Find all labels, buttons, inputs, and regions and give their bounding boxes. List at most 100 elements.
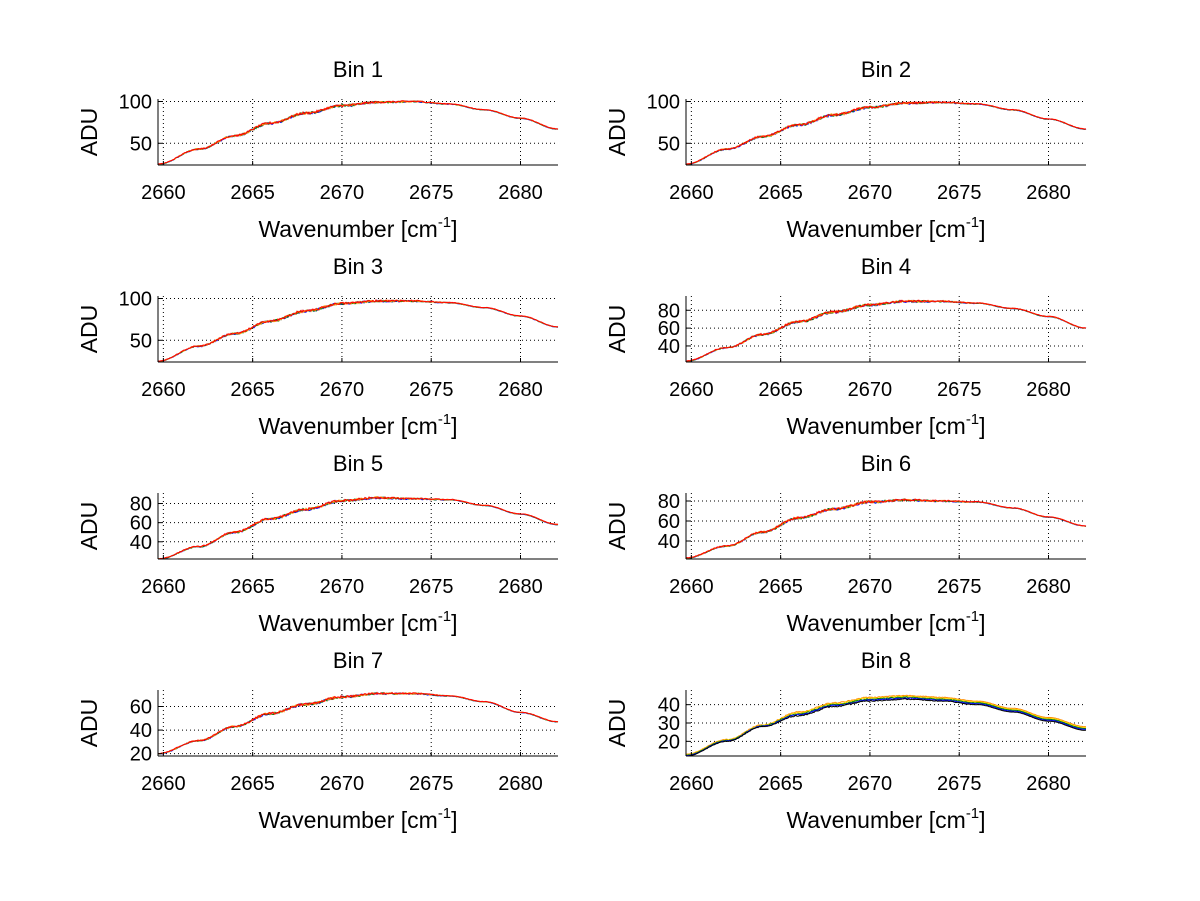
x-axis-label-main: Wavenumber [cm <box>258 216 437 242</box>
x-tick-label: 2680 <box>1026 379 1071 401</box>
series-line <box>685 697 1087 757</box>
y-axis-label: ADU <box>604 699 630 748</box>
x-tick-label: 2675 <box>937 576 982 598</box>
series-line <box>157 692 559 755</box>
y-axis-label: ADU <box>76 305 102 354</box>
series-line <box>157 100 559 165</box>
x-tick-label: 2665 <box>230 773 275 795</box>
x-tick-label: 2670 <box>320 576 365 598</box>
x-tick-label: 2660 <box>141 379 186 401</box>
x-axis-label-main: Wavenumber [cm <box>786 807 965 833</box>
x-tick-label: 2670 <box>848 182 893 204</box>
subplot-bin-1: Bin 1 2660 2665 2670 2675 2680 50 100 ADU Wavenum… <box>76 57 559 242</box>
series-line <box>685 498 1086 559</box>
x-tick-label: 2665 <box>230 576 275 598</box>
y-axis-label: ADU <box>604 108 630 157</box>
y-axis-label: ADU <box>604 502 630 551</box>
series-line <box>158 100 559 165</box>
x-axis-label-main: Wavenumber [cm <box>258 807 437 833</box>
x-axis-label-sup: -1 <box>438 214 451 231</box>
series-line <box>685 694 1087 755</box>
x-axis-label-main: Wavenumber [cm <box>786 216 965 242</box>
series-line <box>158 496 559 560</box>
x-tick-label: 2665 <box>758 773 803 795</box>
subplot-title: Bin 7 <box>333 648 383 673</box>
subplot-title: Bin 6 <box>861 451 911 476</box>
y-tick-label: 50 <box>130 133 152 155</box>
x-axis-label-close: ] <box>451 216 457 242</box>
y-tick-label: 50 <box>658 133 680 155</box>
series-line <box>157 299 559 362</box>
x-axis-label-sup: -1 <box>966 805 979 822</box>
x-tick-label: 2675 <box>409 576 454 598</box>
y-axis-label: ADU <box>604 305 630 354</box>
x-tick-label: 2680 <box>498 379 543 401</box>
x-tick-label: 2660 <box>141 182 186 204</box>
x-tick-label: 2670 <box>320 773 365 795</box>
x-axis-label: Wavenumber [cm-1] <box>786 214 985 242</box>
series-line <box>685 498 1087 559</box>
series-line <box>685 299 1087 362</box>
x-tick-label: 2665 <box>758 379 803 401</box>
subplot-bin-3: Bin 3 2660 2665 2670 2675 2680 50 100 ADU Wavenum… <box>76 254 559 439</box>
x-axis-label-sup: -1 <box>438 411 451 428</box>
x-axis-label-main: Wavenumber [cm <box>258 610 437 636</box>
x-axis-label: Wavenumber [cm-1] <box>786 411 985 439</box>
y-tick-label: 20 <box>130 744 152 766</box>
series-line <box>686 698 1086 757</box>
x-axis-label: Wavenumber [cm-1] <box>258 411 457 439</box>
x-axis-label: Wavenumber [cm-1] <box>786 805 985 833</box>
series-line <box>157 299 559 362</box>
subplot-title: Bin 5 <box>333 451 383 476</box>
x-tick-label: 2660 <box>141 576 186 598</box>
y-tick-label: 60 <box>658 511 680 533</box>
y-tick-label: 80 <box>658 300 680 322</box>
y-tick-label: 40 <box>130 720 152 742</box>
x-tick-label: 2660 <box>669 182 714 204</box>
series-line <box>685 299 1087 362</box>
y-tick-label: 30 <box>658 713 680 735</box>
x-tick-label: 2660 <box>141 773 186 795</box>
series-line <box>685 101 1087 165</box>
series-line <box>685 100 1087 165</box>
x-tick-label: 2675 <box>937 773 982 795</box>
series-line <box>685 299 1087 362</box>
x-tick-label: 2675 <box>409 379 454 401</box>
x-axis-label-close: ] <box>979 413 985 439</box>
series-line <box>685 498 1087 559</box>
series-line <box>686 696 1087 756</box>
x-axis-label-close: ] <box>451 610 457 636</box>
x-tick-label: 2680 <box>498 773 543 795</box>
series-line <box>685 299 1087 362</box>
y-axis-label: ADU <box>76 502 102 551</box>
x-tick-label: 2680 <box>1026 773 1071 795</box>
y-tick-label: 40 <box>658 695 680 717</box>
x-tick-label: 2660 <box>669 773 714 795</box>
x-axis-label: Wavenumber [cm-1] <box>258 608 457 636</box>
series-line <box>685 695 1086 756</box>
x-tick-label: 2680 <box>1026 182 1071 204</box>
x-axis-label-sup: -1 <box>966 608 979 625</box>
y-tick-label: 20 <box>658 731 680 753</box>
x-tick-label: 2675 <box>937 379 982 401</box>
series-line <box>157 496 559 560</box>
series-line <box>157 298 559 362</box>
x-tick-label: 2670 <box>848 773 893 795</box>
y-tick-label: 40 <box>130 532 152 554</box>
x-axis-label-sup: -1 <box>966 411 979 428</box>
x-tick-label: 2675 <box>937 182 982 204</box>
subplot-title: Bin 1 <box>333 57 383 82</box>
series-line <box>158 496 559 560</box>
x-axis-label-close: ] <box>451 807 457 833</box>
y-axis-label: ADU <box>76 699 102 748</box>
x-axis-label-sup: -1 <box>438 805 451 822</box>
x-axis-label: Wavenumber [cm-1] <box>786 608 985 636</box>
x-axis-label-close: ] <box>979 807 985 833</box>
x-axis-label-main: Wavenumber [cm <box>258 413 437 439</box>
subplot-title: Bin 3 <box>333 254 383 279</box>
series-line <box>686 498 1087 559</box>
